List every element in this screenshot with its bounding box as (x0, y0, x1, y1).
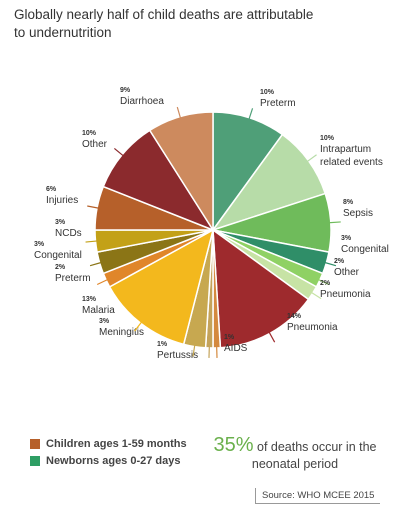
neonatal-text: of deaths occur in the neonatal period (251, 440, 377, 471)
slice-percent-label: 6% (46, 186, 57, 193)
slice-name-label: related events (320, 157, 383, 168)
chart-title: Globally nearly half of child deaths are… (14, 7, 314, 40)
neonatal-percent: 35% (213, 434, 254, 456)
slice-name-label: Diarrhoea (120, 96, 164, 107)
slice-percent-label: 10% (320, 135, 335, 142)
legend: Children ages 1-59 months Newborns ages … (30, 435, 187, 469)
slice-name-label: Pertussis (157, 350, 198, 361)
slice-name-label: Preterm (260, 98, 296, 109)
slice-percent-label: 1% (224, 334, 235, 341)
leader-line (85, 240, 98, 243)
leader-line (248, 108, 254, 120)
slice-name-label: Injuries (46, 195, 78, 206)
leader-line (324, 261, 337, 267)
slice-name-label: Other (82, 139, 108, 150)
legend-item-newborns: Newborns ages 0-27 days (30, 452, 187, 469)
slice-percent-label: 8% (343, 199, 354, 206)
leader-line (89, 261, 102, 267)
slice-name-label: Congenital (341, 244, 389, 255)
legend-label-newborns: Newborns ages 0-27 days (46, 454, 181, 467)
leader-line (87, 205, 100, 209)
legend-label-children: Children ages 1-59 months (46, 437, 187, 450)
slice-name-label: NCDs (55, 228, 82, 239)
leader-line (317, 278, 330, 286)
slice-percent-label: 3% (99, 318, 110, 325)
slice-percent-label: 3% (34, 241, 45, 248)
slice-name-label: Sepsis (343, 208, 373, 219)
neonatal-callout: 35% of deaths occur in the neonatal peri… (205, 434, 385, 473)
slice-name-label: Meningitis (99, 327, 144, 338)
slice-percent-label: 3% (55, 219, 66, 226)
slice-name-label: Other (334, 267, 360, 278)
slice-name-label: Congenital (34, 250, 82, 261)
leader-line (306, 154, 317, 163)
slice-name-label: Preterm (55, 273, 91, 284)
leader-line (134, 321, 143, 332)
slice-percent-label: 2% (55, 264, 66, 271)
slice-name-label: AIDS (224, 343, 248, 354)
leader-line (96, 278, 109, 286)
legend-swatch-children (30, 438, 40, 449)
slice-percent-label: 13% (82, 296, 97, 303)
leader-line (310, 291, 322, 300)
slice-percent-label: 14% (287, 313, 302, 320)
leader-line (192, 344, 196, 357)
slice-percent-label: 9% (120, 87, 131, 94)
slice-percent-label: 10% (82, 130, 97, 137)
slice-percent-label: 3% (341, 235, 352, 242)
leader-line (328, 221, 341, 224)
legend-item-children: Children ages 1-59 months (30, 435, 187, 452)
source-note: Source: WHO MCEE 2015 (255, 488, 381, 504)
leader-line (268, 331, 276, 343)
legend-swatch-newborns (30, 455, 40, 466)
pie-chart: 10% Preterm 10% Intrapartum related events 8%… (34, 87, 389, 361)
slice-percent-label: 1% (157, 341, 168, 348)
slice-percent-label: 2% (320, 280, 331, 287)
slice-name-label: Pneumonia (287, 322, 338, 333)
leader-line (113, 147, 125, 157)
slice-percent-label: 10% (260, 89, 275, 96)
leader-line (176, 106, 182, 119)
slice-name-label: Malaria (82, 305, 115, 316)
slice-name-label: Intrapartum (320, 144, 371, 155)
slice-name-label: Pneumonia (320, 289, 371, 300)
slice-percent-label: 2% (334, 258, 345, 265)
